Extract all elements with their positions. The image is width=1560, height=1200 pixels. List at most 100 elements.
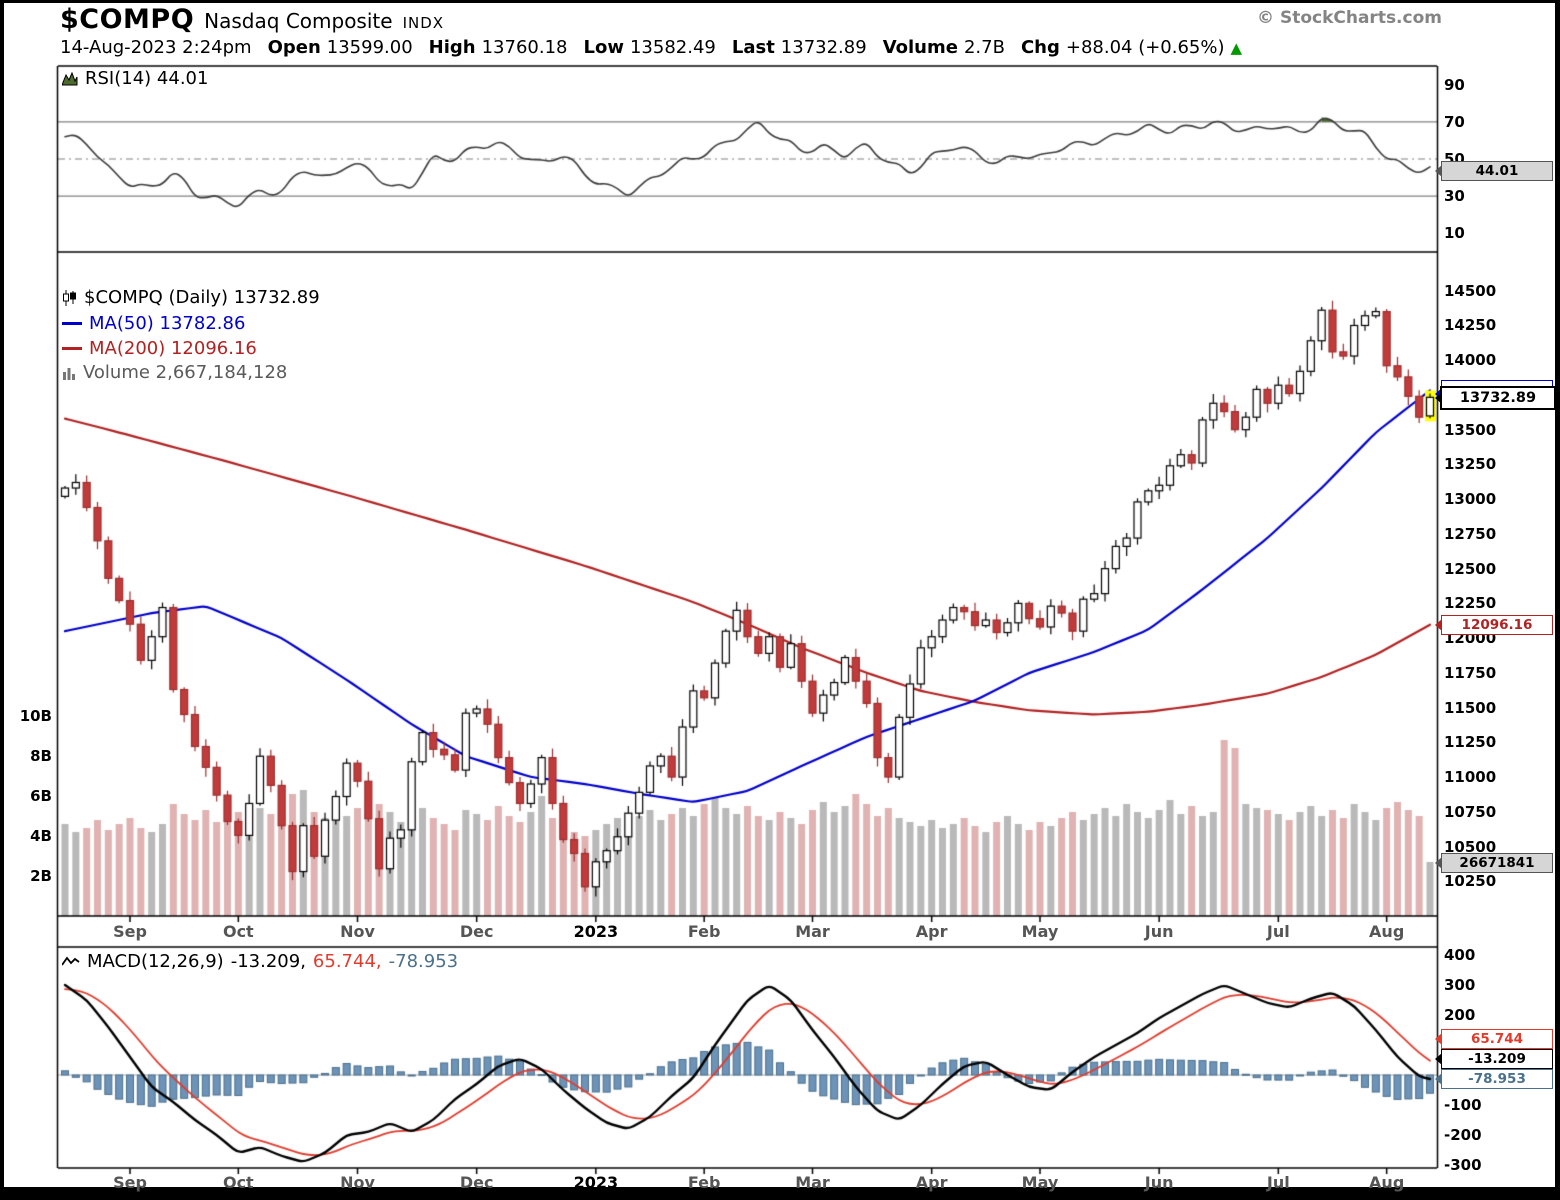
quote-label: Chg xyxy=(1020,37,1060,58)
rsi-value-badge: 44.01 xyxy=(1441,161,1553,181)
macd-tick-label: -200 xyxy=(1444,1126,1482,1144)
symbol-legend: $COMPQ (Daily) 13732.89 xyxy=(62,287,320,308)
rsi-legend-label: RSI(14) 44.01 xyxy=(85,68,209,89)
ma50-legend-label: MA(50) 13782.86 xyxy=(89,313,246,334)
x-axis-month-label-bottom: Dec xyxy=(459,1173,494,1192)
quote-label: Low xyxy=(583,37,624,58)
macd-legend-value: -13.209, xyxy=(230,951,306,972)
symbol-legend-label: $COMPQ (Daily) 13732.89 xyxy=(84,287,320,308)
macd-tick-label: -300 xyxy=(1444,1156,1482,1174)
price-tick-label: 11750 xyxy=(1444,663,1497,682)
frame-top xyxy=(0,0,1560,3)
macd-tick-label: 400 xyxy=(1444,946,1476,964)
x-axis-month-label: 2023 xyxy=(573,922,619,941)
volume-bars-icon xyxy=(63,367,75,380)
price-tick-label: 14000 xyxy=(1444,351,1497,370)
frame-left xyxy=(0,0,4,1200)
x-axis-month-label-bottom: 2023 xyxy=(573,1173,619,1192)
macd-line-icon xyxy=(62,956,80,966)
x-axis-month-label: Nov xyxy=(340,922,375,941)
x-axis-month-label-bottom: Feb xyxy=(687,1173,721,1192)
x-axis-month-label: Mar xyxy=(795,922,830,941)
change-up-arrow-icon: ▲ xyxy=(1230,39,1243,57)
price-tick-label: 13250 xyxy=(1444,455,1497,474)
symbol: $COMPQ xyxy=(60,4,195,35)
macd-legend: MACD(12,26,9) -13.209, 65.744, -78.953 xyxy=(62,951,458,972)
quote-value: 13760.18 xyxy=(481,37,568,58)
volume-tick-label: 4B xyxy=(30,827,52,845)
x-axis-month-label-bottom: Nov xyxy=(340,1173,375,1192)
price-tick-label: 12250 xyxy=(1444,594,1497,613)
x-axis-month-label: Sep xyxy=(113,922,147,941)
x-axis-month-label-bottom: Mar xyxy=(795,1173,830,1192)
quote-label: Volume xyxy=(882,37,958,58)
last-price-badge: 13732.89 xyxy=(1440,386,1556,410)
price-tick-label: 10250 xyxy=(1444,872,1497,891)
x-axis-month-label: Dec xyxy=(459,922,494,941)
ma200-value-badge: 12096.16 xyxy=(1441,615,1553,635)
quote-item-chg: Chg +88.04 (+0.65%) ▲ xyxy=(1021,37,1242,58)
rsi-tick-label: 10 xyxy=(1444,224,1465,243)
quote-item-last: Last 13732.89 xyxy=(732,37,867,58)
quote-item-open: Open 13599.00 xyxy=(268,37,413,58)
price-tick-label: 12500 xyxy=(1444,559,1497,578)
ma50-line-icon xyxy=(62,322,82,325)
datetime: 14-Aug-2023 2:24pm xyxy=(60,37,252,58)
candlesticks-icon xyxy=(63,289,76,306)
ma200-legend-label: MA(200) 12096.16 xyxy=(89,338,257,359)
volume-tick-label: 10B xyxy=(19,707,52,725)
x-axis-month-label: Oct xyxy=(222,922,254,941)
price-tick-label: 12750 xyxy=(1444,524,1497,543)
x-axis-month-label: May xyxy=(1021,922,1059,941)
frame-right xyxy=(1555,0,1560,1200)
macd-hist-badge: -78.953 xyxy=(1441,1069,1553,1089)
quote-value: 13582.49 xyxy=(629,37,716,58)
macd-hist-value: -78.953 xyxy=(388,951,459,972)
ma50-legend: MA(50) 13782.86 xyxy=(62,313,245,334)
macd-signal-badge: 65.744 xyxy=(1441,1029,1553,1049)
quote-value: +88.04 (+0.65%) xyxy=(1065,37,1225,58)
volume-value-badge: 26671841 xyxy=(1441,853,1553,873)
volume-legend: Volume 2,667,184,128 xyxy=(62,362,287,383)
price-tick-label: 10500 xyxy=(1444,837,1497,856)
price-tick-label: 11250 xyxy=(1444,733,1497,752)
rsi-tick-label: 70 xyxy=(1444,112,1465,131)
x-axis-month-label-bottom: May xyxy=(1021,1173,1059,1192)
x-axis-month-label-bottom: Sep xyxy=(113,1173,147,1192)
header-line1: $COMPQ Nasdaq Composite INDX xyxy=(60,4,444,35)
volume-tick-label: 6B xyxy=(30,787,52,805)
price-tick-label: 14500 xyxy=(1444,281,1497,300)
quote-item-high: High 13760.18 xyxy=(429,37,568,58)
x-axis-month-label: Jun xyxy=(1144,922,1174,941)
macd-value-badge: -13.209 xyxy=(1441,1049,1553,1069)
quote-value: 2.7B xyxy=(963,37,1005,58)
x-axis-month-label-bottom: Apr xyxy=(915,1173,948,1192)
rsi-legend: RSI(14) 44.01 xyxy=(62,68,208,89)
symbol-name: Nasdaq Composite xyxy=(204,9,393,33)
macd-legend-name: MACD(12,26,9) xyxy=(87,951,224,972)
x-axis-month-label-bottom: Oct xyxy=(222,1173,254,1192)
rsi-area-icon xyxy=(62,71,78,85)
quote-label: High xyxy=(428,37,476,58)
copyright: © StockCharts.com xyxy=(1257,8,1442,28)
price-tick-label: 13500 xyxy=(1444,420,1497,439)
x-axis-month-label: Aug xyxy=(1369,922,1405,941)
price-tick-label: 13000 xyxy=(1444,490,1497,509)
x-axis-month-label-bottom: Jun xyxy=(1144,1173,1174,1192)
rsi-tick-label: 30 xyxy=(1444,187,1465,206)
x-axis-month-label-bottom: Jul xyxy=(1266,1173,1290,1192)
frame-bottom xyxy=(0,1187,1560,1200)
rsi-tick-label: 90 xyxy=(1444,75,1465,94)
price-tick-label: 14250 xyxy=(1444,316,1497,335)
x-axis-month-label-bottom: Aug xyxy=(1369,1173,1405,1192)
quote-value: 13599.00 xyxy=(326,37,413,58)
volume-tick-label: 2B xyxy=(30,867,52,885)
quote-label: Open xyxy=(267,37,321,58)
ma200-legend: MA(200) 12096.16 xyxy=(62,338,257,359)
macd-tick-label: 300 xyxy=(1444,976,1476,994)
macd-tick-label: -100 xyxy=(1444,1096,1482,1114)
x-axis-month-label: Apr xyxy=(915,922,948,941)
quote-label: Last xyxy=(731,37,775,58)
